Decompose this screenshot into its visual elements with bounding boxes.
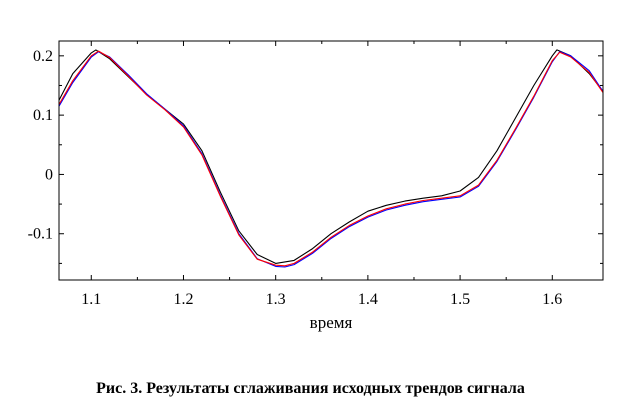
series-line-3 bbox=[58, 50, 604, 267]
x-tick-label: 1.5 bbox=[450, 291, 470, 308]
series-line-1 bbox=[58, 49, 604, 264]
series-layer bbox=[58, 49, 604, 268]
x-tick-label: 1.1 bbox=[81, 291, 101, 308]
series-line-2 bbox=[58, 51, 604, 268]
plot-frame bbox=[58, 40, 604, 281]
figure-caption: Рис. 3. Результаты сглаживания исходных … bbox=[96, 380, 525, 397]
x-tick-label: 1.2 bbox=[173, 291, 193, 308]
x-tick-label: 1.6 bbox=[542, 291, 562, 308]
y-tick-label: 0.1 bbox=[33, 107, 53, 124]
y-tick-label: 0 bbox=[45, 166, 53, 183]
x-axis-label: время bbox=[310, 313, 353, 332]
x-tick-label: 1.3 bbox=[266, 291, 286, 308]
y-tick-label: -0.1 bbox=[28, 226, 53, 243]
x-tick-label: 1.4 bbox=[358, 291, 378, 308]
tick-label-layer: 1.1 1.2 1.3 1.4 1.5 1.6 0.2 0.1 0 -0.1 bbox=[28, 48, 563, 308]
tick-layer bbox=[59, 41, 603, 280]
y-tick-label: 0.2 bbox=[33, 48, 53, 65]
